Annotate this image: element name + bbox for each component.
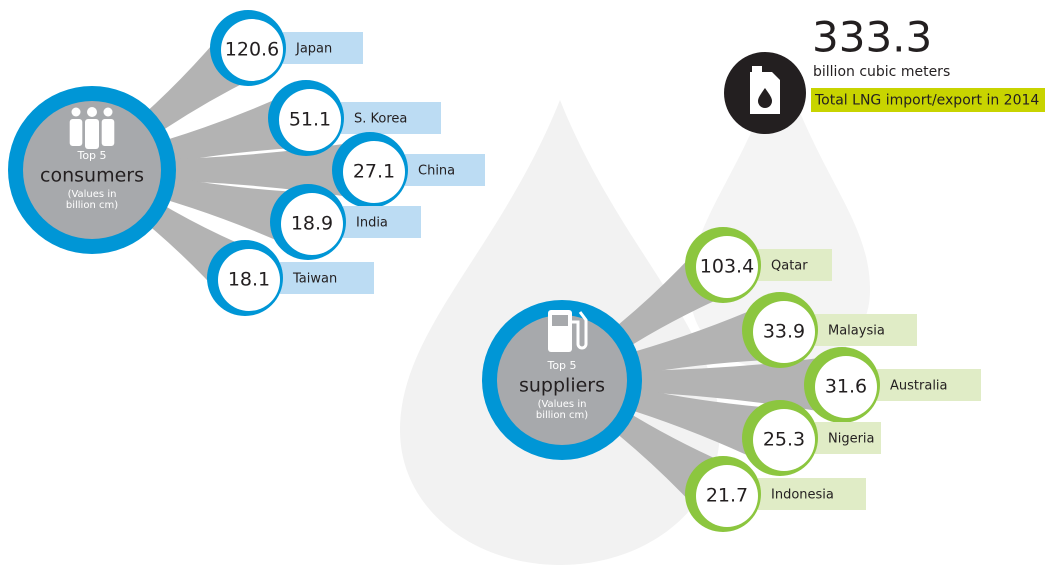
can-icon: [752, 66, 762, 72]
item-value: 31.6: [825, 376, 867, 398]
item-value: 103.4: [700, 256, 754, 278]
item-name: China: [418, 164, 455, 179]
name-box: [758, 478, 866, 510]
total-block: 333.3 billion cubic meters Total LNG imp…: [724, 13, 1045, 134]
name-box: [877, 369, 981, 401]
value-inner: [696, 465, 758, 527]
name-box: [341, 102, 441, 134]
item-name: S. Korea: [354, 112, 407, 127]
item-name: Taiwan: [292, 272, 337, 287]
item-value: 33.9: [763, 321, 805, 343]
value-inner: [815, 356, 877, 418]
item-value: 18.9: [291, 213, 333, 235]
value-inner: [696, 236, 758, 298]
hub-inner: [23, 101, 161, 239]
name-box: [283, 32, 363, 64]
item-value: 120.6: [225, 39, 279, 61]
item-value: 51.1: [289, 109, 331, 131]
name-box: [815, 422, 881, 454]
total-unit: billion cubic meters: [813, 64, 950, 80]
item-name: Malaysia: [828, 324, 885, 339]
drop-icon: [758, 88, 772, 108]
value-inner: [281, 193, 343, 255]
total-value: 333.3: [812, 13, 932, 62]
total-caption: Total LNG import/export in 2014: [814, 93, 1039, 109]
caption-highlight: [811, 88, 1045, 112]
hub-inner: [497, 315, 627, 445]
name-box: [280, 262, 374, 294]
item-name: Qatar: [771, 259, 808, 274]
people-icon: [71, 107, 81, 117]
hub-title: suppliers: [519, 375, 605, 397]
hub-note: (Values in: [68, 189, 117, 200]
hub-note: billion cm): [66, 200, 118, 211]
item-value: 27.1: [353, 161, 395, 183]
name-box: [815, 314, 917, 346]
value-inner: [279, 89, 341, 151]
hub-note: (Values in: [538, 399, 587, 410]
connector: [561, 355, 843, 415]
item-name: Nigeria: [828, 432, 875, 447]
name-box: [405, 154, 485, 186]
item-name: Australia: [890, 379, 948, 394]
people-icon: [69, 119, 83, 146]
value-inner: [221, 19, 283, 81]
pump-icon: [572, 311, 588, 350]
hub-label: Top 5: [76, 149, 106, 162]
value-inner: [218, 249, 280, 311]
value-inner: [343, 141, 405, 203]
hub-note: billion cm): [536, 410, 588, 421]
people-icon: [101, 119, 115, 146]
item-value: 21.7: [706, 485, 748, 507]
name-box: [758, 249, 832, 281]
item-name: India: [356, 216, 388, 231]
name-box: [343, 206, 421, 238]
people-icon: [103, 107, 113, 117]
people-icon: [85, 119, 99, 149]
value-inner: [753, 301, 815, 363]
hub-label: Top 5: [546, 359, 576, 372]
item-name: Japan: [295, 42, 332, 57]
pump-icon: [552, 315, 568, 326]
hub-title: consumers: [40, 165, 144, 187]
value-inner: [753, 409, 815, 471]
item-value: 18.1: [228, 269, 270, 291]
people-icon: [87, 107, 97, 117]
item-value: 25.3: [763, 429, 805, 451]
item-name: Indonesia: [771, 488, 834, 503]
